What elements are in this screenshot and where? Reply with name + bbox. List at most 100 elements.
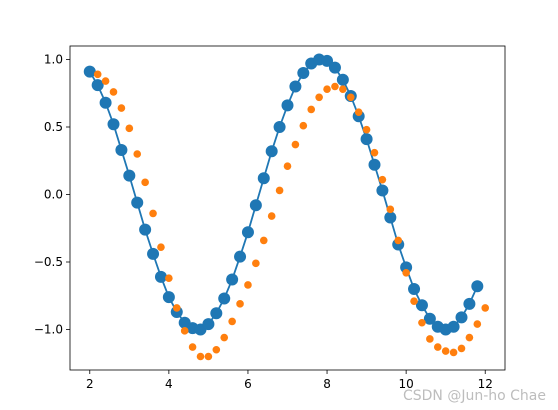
series-1-point: [83, 65, 96, 78]
y-axis: −1.0 −0.5 0.0 0.5 1.0: [34, 53, 70, 337]
series-1-point: [297, 67, 310, 79]
x-tick-label: 6: [244, 377, 252, 391]
series-2-point: [133, 150, 142, 158]
series-1-point: [289, 80, 302, 93]
series-1-point: [336, 73, 349, 86]
series-1-point: [226, 273, 239, 286]
series-2-point: [481, 304, 490, 312]
series-2-point: [346, 93, 355, 102]
series-1-point: [368, 158, 381, 171]
x-tick-label: 10: [398, 377, 413, 391]
series-1-point: [99, 96, 112, 109]
series-1-point: [281, 99, 294, 112]
series-2-point: [252, 259, 260, 268]
x-axis: 2 4 6 8 10 12: [86, 370, 493, 391]
series-2-point: [433, 343, 442, 351]
series-1-point: [123, 169, 136, 182]
series-2-point: [101, 77, 110, 85]
plot-area-frame: [69, 45, 506, 371]
series-1-point: [241, 226, 254, 239]
series-1-point: [423, 312, 436, 325]
series-1-point: [210, 307, 223, 320]
series-1-point: [447, 320, 460, 333]
series-1-point: [202, 318, 215, 331]
series-1-point: [265, 145, 278, 158]
series-2-point: [465, 333, 474, 342]
series-2-point: [441, 347, 450, 355]
series-1-point: [115, 143, 128, 156]
series-1-point: [471, 280, 484, 293]
series-2-point: [323, 85, 331, 93]
series-1-point: [139, 223, 152, 236]
series-2-point: [212, 345, 221, 354]
series-1-point: [408, 283, 421, 295]
series-1-point: [131, 196, 144, 209]
y-tick-label: −0.5: [34, 255, 63, 269]
series-2-point: [117, 104, 126, 112]
series-2-point: [236, 300, 244, 308]
y-tick-label: 1.0: [44, 53, 63, 67]
series-2-point: [125, 124, 134, 133]
series-1-point: [154, 270, 167, 283]
series-1-point: [328, 61, 341, 74]
series-2-point: [307, 105, 316, 114]
series-2-point: [275, 186, 284, 195]
series-1-point: [455, 311, 468, 324]
series-1-point: [107, 118, 120, 131]
series-2: [93, 70, 490, 361]
series-2-point: [204, 352, 213, 361]
series-2-point: [449, 348, 458, 357]
series-2-point: [228, 317, 236, 326]
series-2-point: [426, 335, 434, 343]
x-tick-label: 4: [165, 377, 173, 391]
series-2-point: [315, 93, 323, 102]
series-2-point: [331, 82, 339, 91]
series-2-point: [473, 320, 482, 328]
series-group: [83, 53, 490, 361]
series-2-point: [109, 88, 118, 96]
series-2-point: [394, 236, 403, 245]
series-2-point: [402, 269, 410, 277]
x-tick-label: 8: [323, 377, 331, 391]
series-1-point: [218, 292, 231, 305]
series-1-point: [91, 79, 104, 92]
series-2-point: [378, 175, 387, 184]
series-2-point: [165, 274, 173, 283]
series-1-point: [415, 299, 428, 312]
series-2-point: [354, 108, 363, 116]
series-2-point: [157, 243, 165, 251]
series-2-point: [259, 236, 268, 245]
series-1-point: [273, 121, 286, 133]
series-1-point: [400, 261, 413, 274]
series-2-point: [196, 352, 205, 361]
series-2-point: [141, 178, 149, 187]
y-tick-label: 0.0: [44, 188, 63, 202]
series-2-point: [291, 140, 300, 149]
series-1-point: [162, 291, 175, 304]
series-1-point: [257, 172, 270, 185]
y-tick-label: −1.0: [34, 323, 63, 337]
series-1-point: [147, 247, 160, 260]
series-2-point: [267, 212, 276, 220]
x-tick-label: 2: [86, 377, 94, 391]
series-2-point: [418, 318, 426, 327]
watermark-text: CSDN @Jun-ho Chae: [402, 388, 546, 404]
series-1-point: [384, 211, 397, 224]
series-2-point: [149, 209, 157, 218]
series-2-point: [299, 121, 308, 130]
series-2-point: [220, 333, 229, 342]
series-2-point: [283, 162, 292, 170]
series-1-point: [321, 54, 334, 67]
series-2-point: [172, 304, 181, 312]
series-1-point: [360, 133, 373, 146]
series-2-point: [370, 148, 379, 157]
y-tick-label: 0.5: [44, 120, 63, 134]
series-2-point: [180, 327, 189, 335]
series-2-point: [362, 125, 371, 134]
series-2-point: [188, 343, 197, 351]
x-tick-label: 12: [478, 377, 493, 391]
series-1-point: [249, 199, 262, 212]
series-1: [83, 53, 484, 336]
series-2-point: [339, 85, 347, 93]
